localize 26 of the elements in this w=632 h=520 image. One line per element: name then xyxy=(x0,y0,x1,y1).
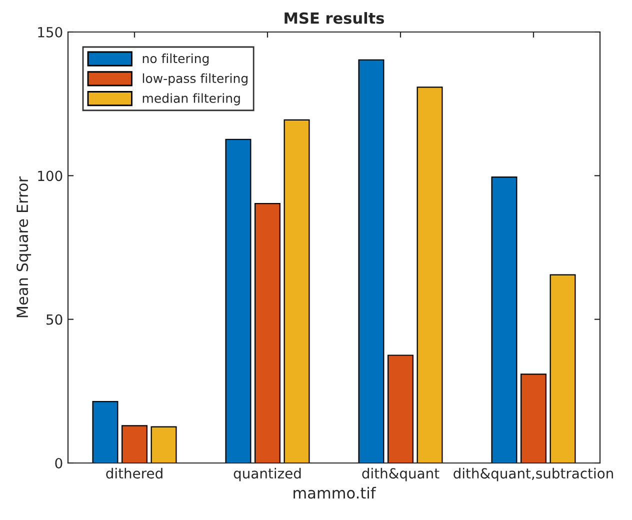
y-tick-label: 150 xyxy=(38,26,62,38)
y-axis-title: Mean Square Error xyxy=(16,176,32,318)
y-tick-label: 0 xyxy=(55,458,62,468)
x-tick-label: quantized xyxy=(234,468,301,482)
bar xyxy=(254,202,280,463)
bar xyxy=(284,119,310,463)
bar xyxy=(416,86,443,463)
x-tick-label: dithered xyxy=(106,468,162,479)
bar xyxy=(122,425,148,463)
bar xyxy=(92,400,118,463)
y-tick-label: 50 xyxy=(46,314,62,325)
legend-label: no filtering xyxy=(142,54,209,66)
bar xyxy=(491,176,518,463)
x-tick-label: dith&quant xyxy=(362,468,440,482)
chart-title: MSE results xyxy=(284,12,384,24)
bar xyxy=(150,426,177,463)
bar xyxy=(520,374,546,463)
x-axis-title: mammo.tif xyxy=(294,486,376,499)
y-tick-label: 100 xyxy=(38,170,62,182)
legend-label: low-pass filtering xyxy=(142,73,248,86)
bar xyxy=(550,274,576,463)
bar xyxy=(388,354,414,463)
legend-label: median filtering xyxy=(142,93,240,106)
bar xyxy=(225,138,252,463)
x-tick-label: dith&quant,subtraction xyxy=(454,468,613,482)
bar xyxy=(358,59,384,463)
